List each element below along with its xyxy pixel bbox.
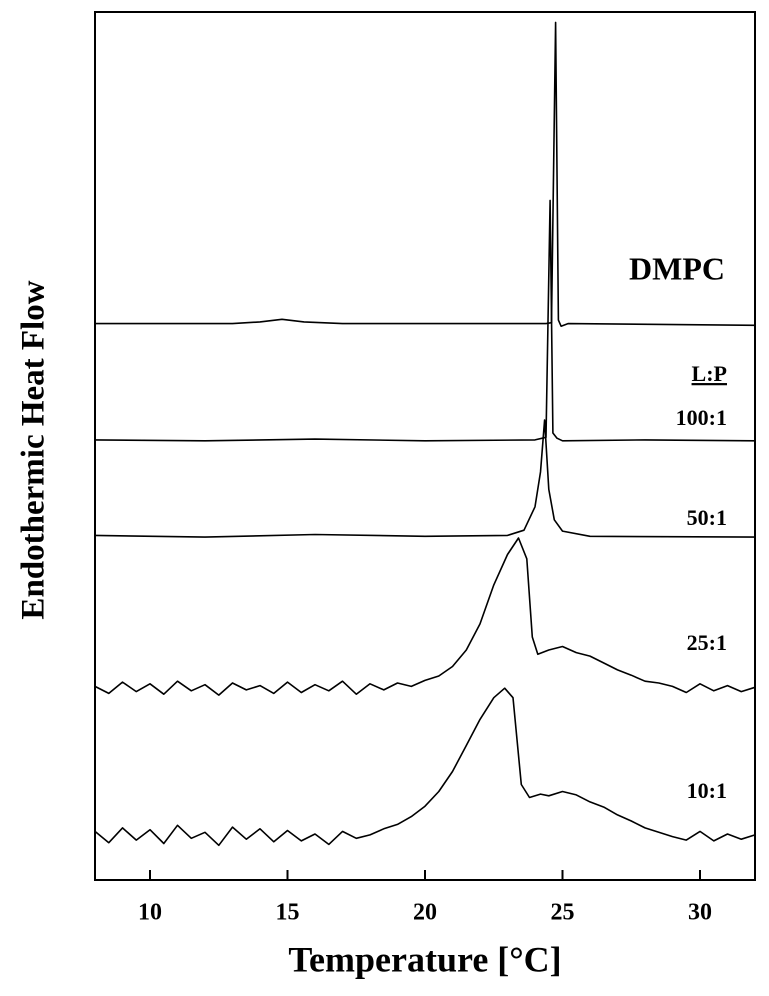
trace-line [94,199,756,442]
x-tick-label: 25 [551,900,575,926]
trace-line [94,419,756,538]
x-axis-label: Temperature [°C] [288,939,561,979]
trace-line [94,687,756,847]
x-tick-label: 20 [413,900,437,926]
y-axis-label: Endothermic Heat Flow [16,280,52,619]
trace-label: 10:1 [687,778,727,803]
trace-line [95,21,756,327]
trace-label: 25:1 [687,630,727,655]
x-tick-label: 10 [138,900,162,926]
legend-title: L:P [692,361,727,386]
trace-label: 50:1 [687,505,727,530]
trace-line [94,537,756,696]
trace-label: DMPC [629,250,725,286]
trace-label: 100:1 [676,405,727,430]
x-tick-label: 15 [276,900,300,926]
plot-frame [94,11,756,881]
x-tick-label: 30 [688,900,712,926]
